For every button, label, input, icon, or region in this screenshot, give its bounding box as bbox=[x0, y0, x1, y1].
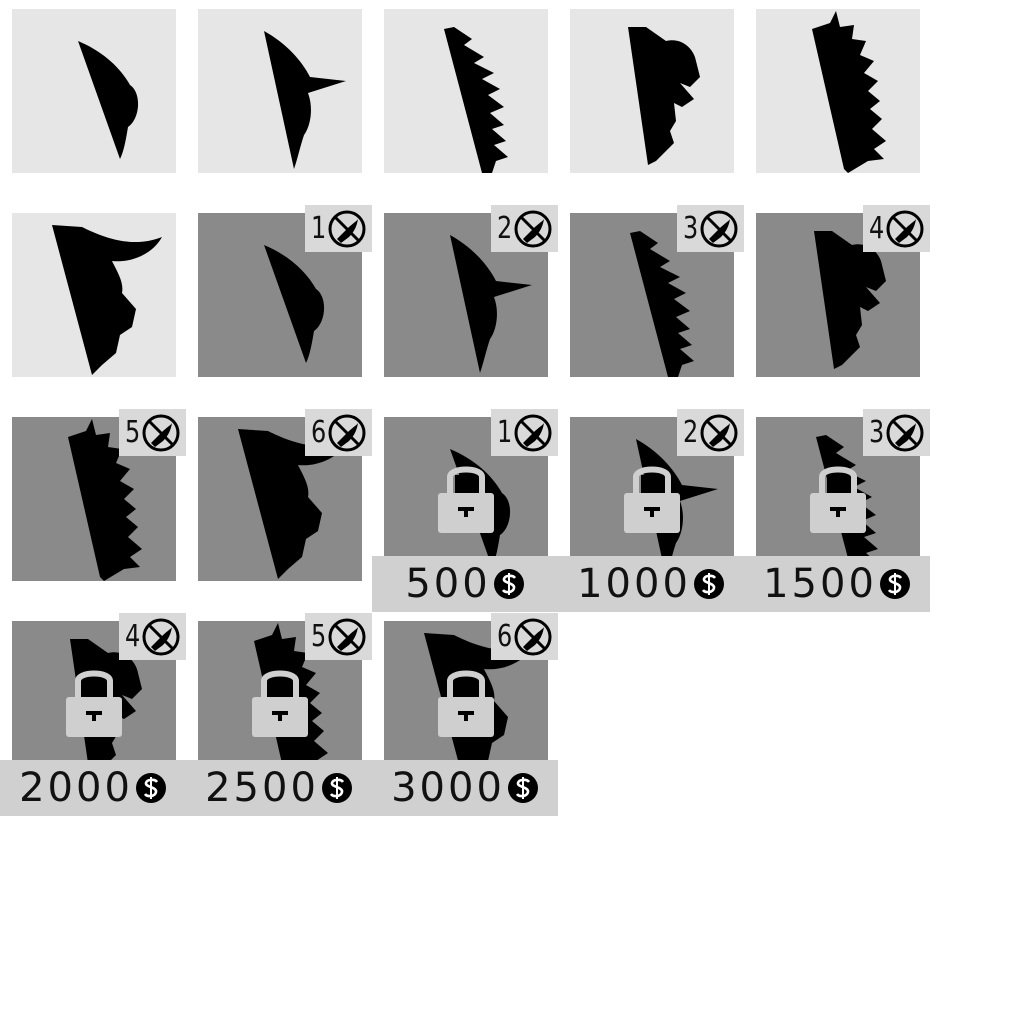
shield-slot-flame[interactable] bbox=[756, 9, 920, 173]
level-number: 4 bbox=[869, 210, 885, 246]
no-knife-icon bbox=[700, 414, 738, 452]
price-amount: 2000 bbox=[19, 765, 133, 811]
price-button[interactable]: 1500 bbox=[744, 556, 930, 612]
shield-slot-serrated[interactable] bbox=[384, 9, 548, 173]
no-knife-icon bbox=[142, 618, 180, 656]
level-number: 2 bbox=[497, 210, 513, 246]
coin-dollar-icon bbox=[492, 568, 525, 600]
level-badge: 1 bbox=[491, 409, 558, 456]
padlock-icon bbox=[436, 463, 496, 533]
shield-beast-head-silhouette bbox=[628, 27, 700, 165]
level-badge: 6 bbox=[491, 613, 558, 660]
no-knife-icon bbox=[700, 210, 738, 248]
shield-slot-plain[interactable] bbox=[12, 9, 176, 173]
price-button[interactable]: 3000 bbox=[372, 760, 558, 816]
no-knife-icon bbox=[886, 210, 924, 248]
level-number: 6 bbox=[311, 414, 327, 450]
level-badge: 2 bbox=[491, 205, 558, 252]
level-number: 2 bbox=[683, 414, 699, 450]
price-button[interactable]: 2000 bbox=[0, 760, 186, 816]
level-number: 1 bbox=[311, 210, 327, 246]
coin-dollar-icon bbox=[320, 772, 353, 804]
no-knife-icon bbox=[514, 210, 552, 248]
level-badge: 5 bbox=[305, 613, 372, 660]
level-number: 5 bbox=[125, 414, 141, 450]
level-badge: 2 bbox=[677, 409, 744, 456]
coin-dollar-icon bbox=[692, 568, 725, 600]
level-badge: 4 bbox=[119, 613, 186, 660]
shield-serrated-silhouette bbox=[444, 27, 508, 173]
no-knife-icon bbox=[328, 210, 366, 248]
level-number: 6 bbox=[497, 618, 513, 654]
price-button[interactable]: 2500 bbox=[186, 760, 372, 816]
shield-horned-beast-silhouette bbox=[52, 225, 162, 375]
price-button[interactable]: 500 bbox=[372, 556, 558, 612]
price-amount: 3000 bbox=[391, 765, 505, 811]
no-knife-icon bbox=[328, 414, 366, 452]
padlock-icon bbox=[436, 667, 496, 737]
level-number: 3 bbox=[683, 210, 699, 246]
level-badge: 6 bbox=[305, 409, 372, 456]
shield-slot-beast-head[interactable] bbox=[570, 9, 734, 173]
price-amount: 1000 bbox=[577, 561, 691, 607]
no-knife-icon bbox=[514, 618, 552, 656]
level-number: 3 bbox=[869, 414, 885, 450]
shield-spiked-tip-silhouette bbox=[264, 31, 346, 169]
padlock-icon bbox=[622, 463, 682, 533]
padlock-icon bbox=[64, 667, 124, 737]
padlock-icon bbox=[808, 463, 868, 533]
shield-slot-spiked-tip[interactable] bbox=[198, 9, 362, 173]
level-badge: 3 bbox=[677, 205, 744, 252]
price-amount: 500 bbox=[405, 561, 491, 607]
coin-dollar-icon bbox=[134, 772, 167, 804]
shield-flame-silhouette bbox=[812, 11, 886, 173]
no-knife-icon bbox=[886, 414, 924, 452]
price-amount: 1500 bbox=[763, 561, 877, 607]
level-badge: 3 bbox=[863, 409, 930, 456]
shield-slot-horned-beast[interactable] bbox=[12, 213, 176, 377]
level-number: 4 bbox=[125, 618, 141, 654]
level-badge: 5 bbox=[119, 409, 186, 456]
level-badge: 1 bbox=[305, 205, 372, 252]
level-badge: 4 bbox=[863, 205, 930, 252]
padlock-icon bbox=[250, 667, 310, 737]
no-knife-icon bbox=[514, 414, 552, 452]
shield-plain-silhouette bbox=[78, 41, 139, 159]
price-button[interactable]: 1000 bbox=[558, 556, 744, 612]
no-knife-icon bbox=[142, 414, 180, 452]
level-number: 1 bbox=[497, 414, 513, 450]
no-knife-icon bbox=[328, 618, 366, 656]
price-amount: 2500 bbox=[205, 765, 319, 811]
coin-dollar-icon bbox=[506, 772, 539, 804]
level-number: 5 bbox=[311, 618, 327, 654]
coin-dollar-icon bbox=[878, 568, 911, 600]
